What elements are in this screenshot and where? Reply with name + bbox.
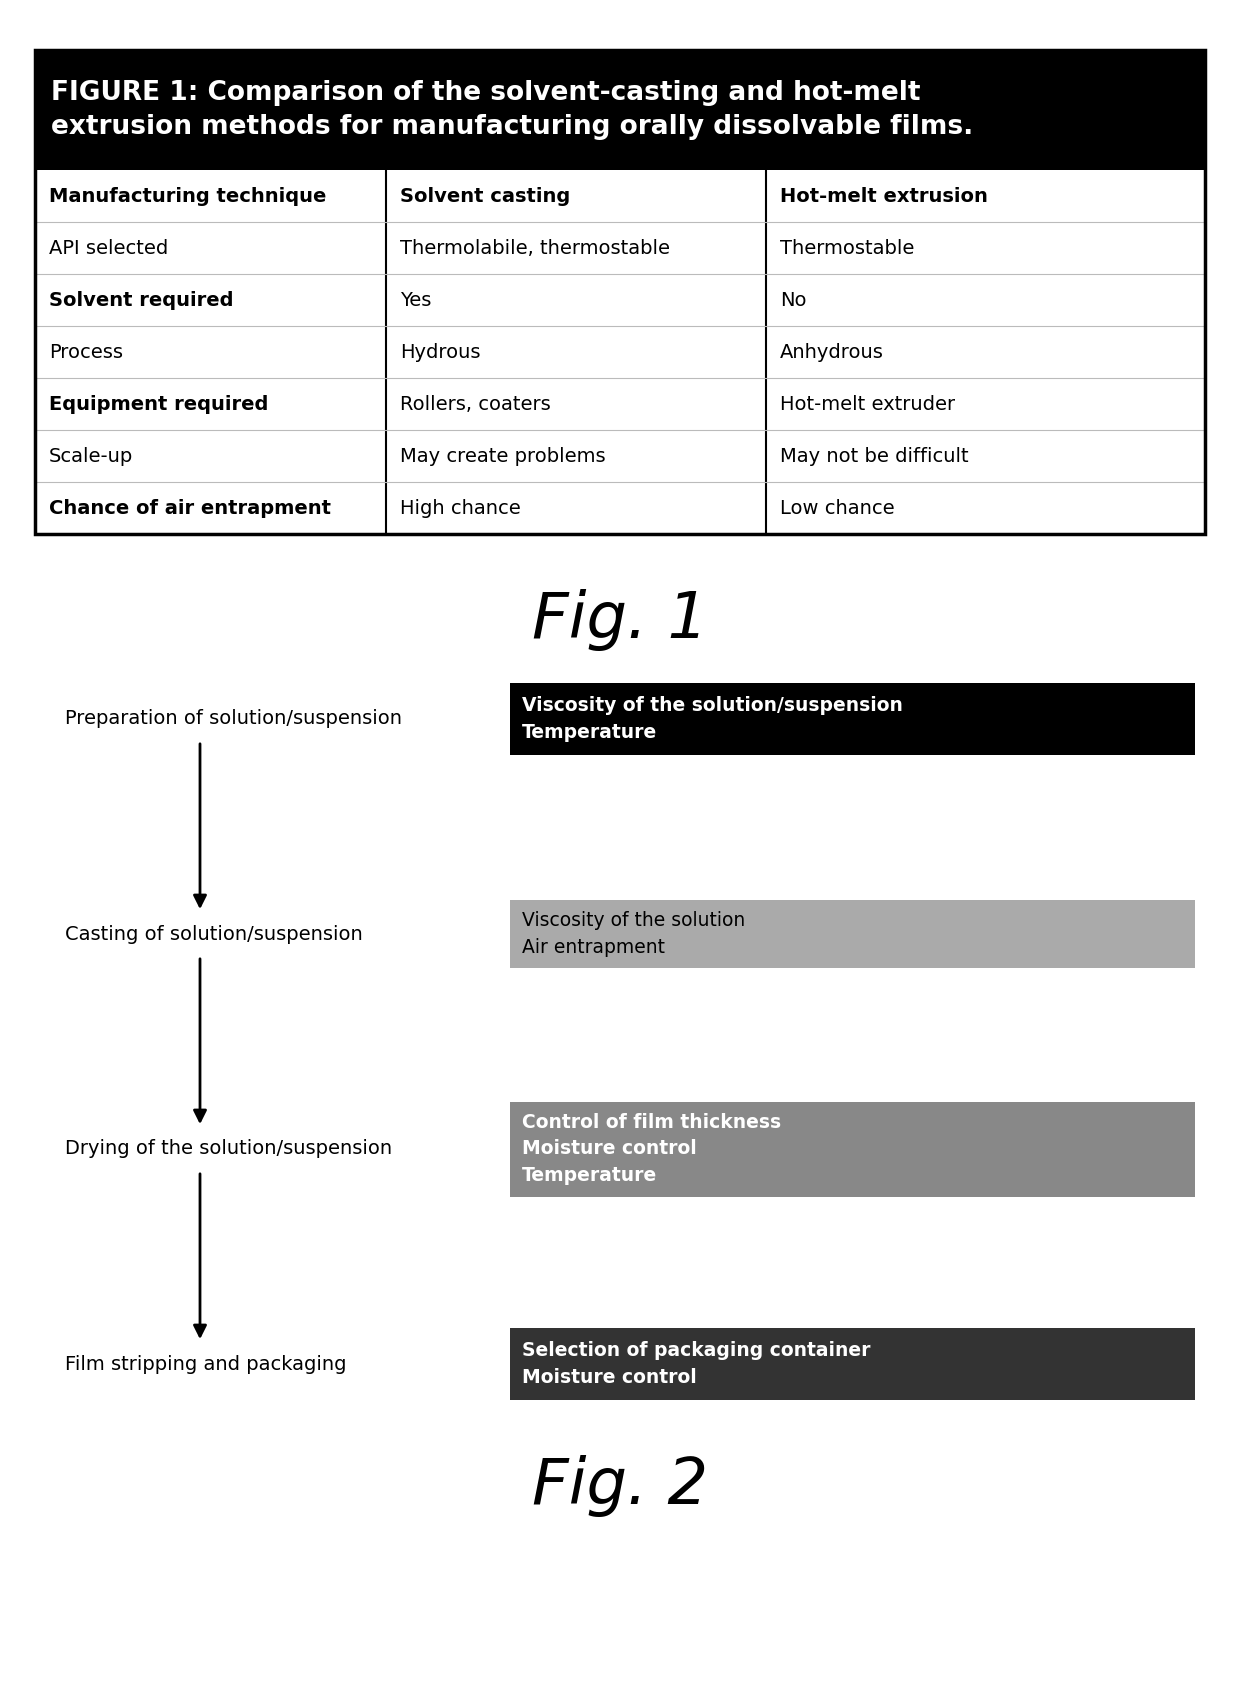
Text: Rollers, coaters: Rollers, coaters — [401, 394, 551, 413]
Text: Process: Process — [50, 342, 123, 362]
Text: No: No — [780, 291, 807, 310]
Text: Low chance: Low chance — [780, 498, 895, 518]
Text: May not be difficult: May not be difficult — [780, 447, 968, 466]
Text: Fig. 2: Fig. 2 — [532, 1454, 708, 1517]
Text: Thermolabile, thermostable: Thermolabile, thermostable — [401, 239, 670, 257]
Text: Chance of air entrapment: Chance of air entrapment — [50, 498, 331, 518]
Text: Viscosity of the solution
Air entrapment: Viscosity of the solution Air entrapment — [522, 911, 745, 957]
Text: FIGURE 1: Comparison of the solvent-casting and hot-melt
extrusion methods for m: FIGURE 1: Comparison of the solvent-cast… — [51, 81, 973, 139]
Text: Fig. 1: Fig. 1 — [532, 589, 708, 652]
Text: Selection of packaging container
Moisture control: Selection of packaging container Moistur… — [522, 1341, 870, 1387]
Bar — [510, 901, 1195, 968]
Text: Solvent required: Solvent required — [50, 291, 233, 310]
Text: Thermostable: Thermostable — [780, 239, 915, 257]
Text: Casting of solution/suspension: Casting of solution/suspension — [64, 924, 363, 943]
Text: Preparation of solution/suspension: Preparation of solution/suspension — [64, 709, 402, 728]
Text: Hot-melt extrusion: Hot-melt extrusion — [780, 186, 988, 205]
Text: Equipment required: Equipment required — [50, 394, 268, 413]
Text: Drying of the solution/suspension: Drying of the solution/suspension — [64, 1139, 392, 1158]
Text: Film stripping and packaging: Film stripping and packaging — [64, 1354, 346, 1373]
Text: Hydrous: Hydrous — [401, 342, 481, 362]
Text: High chance: High chance — [401, 498, 521, 518]
Bar — [510, 682, 1195, 755]
Text: API selected: API selected — [50, 239, 169, 257]
Text: May create problems: May create problems — [401, 447, 605, 466]
Bar — [35, 51, 1205, 533]
Text: Control of film thickness
Moisture control
Temperature: Control of film thickness Moisture contr… — [522, 1112, 781, 1185]
Text: Viscosity of the solution/suspension
Temperature: Viscosity of the solution/suspension Tem… — [522, 696, 903, 742]
Text: Yes: Yes — [401, 291, 432, 310]
Text: Hot-melt extruder: Hot-melt extruder — [780, 394, 955, 413]
Text: Anhydrous: Anhydrous — [780, 342, 884, 362]
Text: Solvent casting: Solvent casting — [401, 186, 570, 205]
Text: Manufacturing technique: Manufacturing technique — [50, 186, 326, 205]
Text: Scale-up: Scale-up — [50, 447, 133, 466]
Bar — [510, 1327, 1195, 1400]
Bar — [510, 1102, 1195, 1197]
Bar — [35, 51, 1205, 169]
